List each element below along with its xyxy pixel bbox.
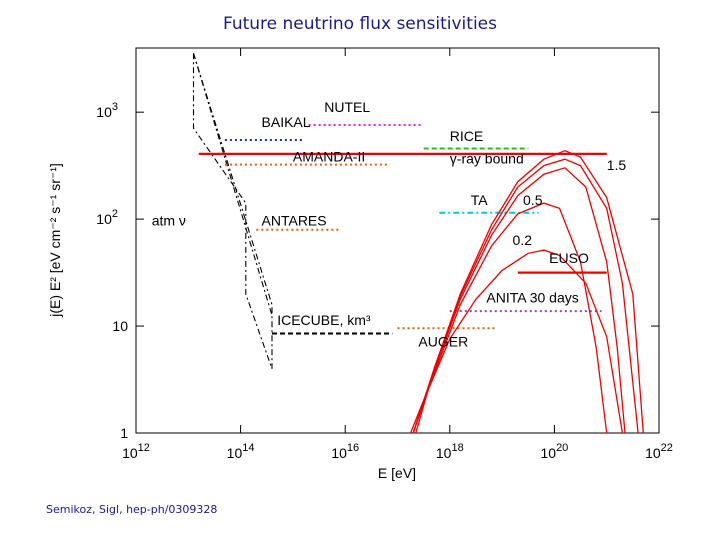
annotation-antares: ANTARES	[262, 213, 327, 229]
annotation-auger: AUGER	[418, 333, 468, 349]
x-tick-label: 1012	[122, 442, 150, 461]
annotation-0-5: 0.5	[523, 192, 543, 208]
series-auger-13	[412, 249, 624, 434]
y-tick-label: 103	[96, 101, 118, 120]
series-layer	[192, 53, 644, 434]
annotation-0-2: 0.2	[513, 232, 533, 248]
x-axis-label: E [eV]	[378, 465, 416, 481]
annotation-1-5: 1.5	[607, 157, 627, 173]
annotation-anita-30-days: ANITA 30 days	[486, 290, 578, 306]
annotation-euso: EUSO	[549, 250, 589, 266]
series-0-5-16	[412, 167, 626, 434]
y-axis-label: j(E) E² [eV cm⁻² s⁻¹ sr⁻¹]	[47, 163, 63, 318]
annotation-atm: atm ν	[152, 213, 186, 229]
x-tick-label: 1020	[540, 442, 568, 461]
slide-title: Future neutrino flux sensitivities	[222, 14, 497, 34]
x-tick-label: 1022	[645, 442, 673, 461]
citation: Semikoz, Sigl, hep-ph/0309328	[46, 503, 218, 516]
annotation-nutel: NUTEL	[324, 99, 370, 115]
x-tick-label: 1016	[331, 442, 359, 461]
annotation-layer: NUTEL BAIKAL RICE AMANDA-II γ-ray bound 1.5 TA…	[152, 99, 627, 349]
y-tick-label: 10	[112, 318, 128, 334]
annotation-ta: TA	[471, 192, 489, 208]
annotation-rice: RICE	[450, 128, 483, 144]
annotation-ray-bound: γ-ray bound	[450, 151, 524, 167]
annotation-amanda-ii: AMANDA-II	[293, 148, 365, 164]
series-atm-1	[192, 53, 273, 316]
annotation-icecube-km: ICECUBE, km³	[277, 312, 371, 328]
annotation-baikal: BAIKAL	[262, 114, 311, 130]
x-tick-label: 1014	[227, 442, 255, 461]
series-0-2-17	[409, 202, 608, 434]
series-atm-0	[192, 53, 273, 369]
x-tick-label: 1018	[436, 442, 464, 461]
y-tick-label: 1	[120, 425, 128, 441]
y-tick-label: 102	[96, 208, 118, 227]
series-unlabeled-15	[412, 158, 639, 434]
plot-frame	[135, 47, 660, 434]
